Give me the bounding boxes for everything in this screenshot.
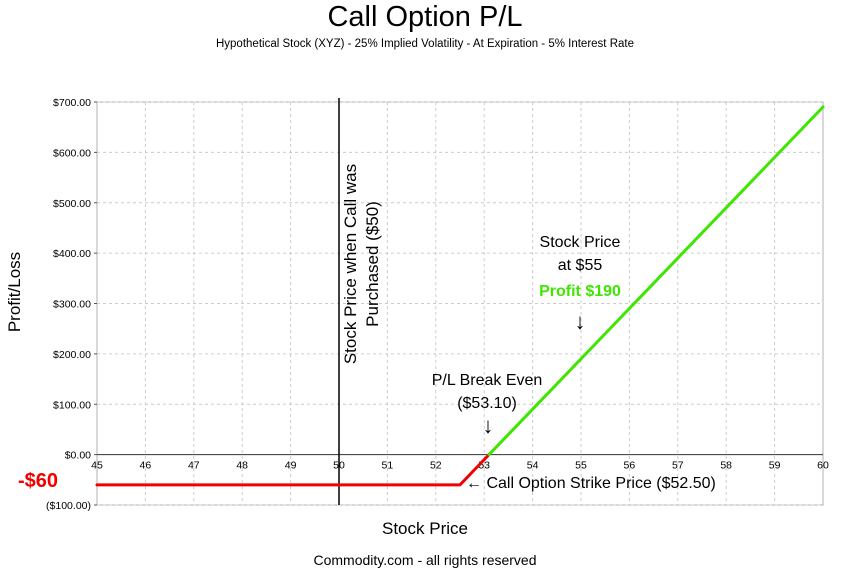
- x-tick-label: 58: [720, 460, 732, 472]
- y-tick-label: $600.00: [53, 147, 91, 159]
- chart-subtitle: Hypothetical Stock (XYZ) - 25% Implied V…: [215, 38, 634, 50]
- footer-credit: Commodity.com - all rights reserved: [313, 552, 537, 568]
- strike-arrow-icon: ←: [466, 475, 482, 492]
- x-tick-label: 60: [817, 460, 829, 472]
- y-tick-label: ($100.00): [46, 500, 91, 512]
- x-tick-label: 48: [236, 460, 248, 472]
- x-tick-label: 45: [91, 460, 103, 472]
- x-tick-label: 56: [624, 460, 636, 472]
- stock-55-annotation-line2: at $55: [557, 257, 603, 274]
- y-tick-label: $100.00: [53, 399, 91, 411]
- stock-55-arrow-icon: ↓: [574, 309, 586, 334]
- x-tick-label: 47: [188, 460, 200, 472]
- strike-price-annotation: ← Call Option Strike Price ($52.50): [466, 474, 766, 494]
- chart-title: Call Option P/L: [327, 1, 523, 33]
- strike-price-label: Call Option Strike Price ($52.50): [486, 475, 716, 492]
- series-line-loss: [95, 453, 491, 487]
- x-tick-label: 54: [527, 460, 539, 472]
- breakeven-annotation-title: P/L Break Even: [431, 372, 543, 389]
- x-tick-label: 53: [478, 460, 490, 472]
- series-line-profit: [487, 105, 825, 457]
- x-tick-label: 46: [140, 460, 152, 472]
- purchase-price-annotation: Stock Price when Call was Purchased ($50…: [341, 163, 382, 365]
- x-tick-label: 49: [285, 460, 297, 472]
- y-tick-label: $300.00: [53, 299, 91, 311]
- y-tick-label: $200.00: [53, 349, 91, 361]
- stock-55-profit-annotation: Profit $190: [539, 283, 621, 300]
- breakeven-arrow-icon: ↓: [482, 413, 494, 438]
- x-tick-label: 51: [382, 460, 394, 472]
- y-tick-label: $700.00: [53, 97, 91, 109]
- max-loss-annotation: -$60: [18, 470, 59, 492]
- stock-55-annotation-line1: Stock Price: [539, 234, 621, 251]
- x-tick-label: 52: [430, 460, 442, 472]
- y-tick-label: $500.00: [53, 198, 91, 210]
- x-tick-label: 59: [769, 460, 781, 472]
- breakeven-annotation-value: ($53.10): [457, 395, 517, 412]
- y-tick-label: $400.00: [53, 248, 91, 260]
- y-axis-label: Profit/Loss: [5, 251, 24, 333]
- y-tick-label: $0.00: [65, 450, 91, 462]
- x-axis-label: Stock Price: [382, 519, 468, 538]
- x-tick-label: 57: [672, 460, 684, 472]
- x-tick-label: 55: [575, 460, 587, 472]
